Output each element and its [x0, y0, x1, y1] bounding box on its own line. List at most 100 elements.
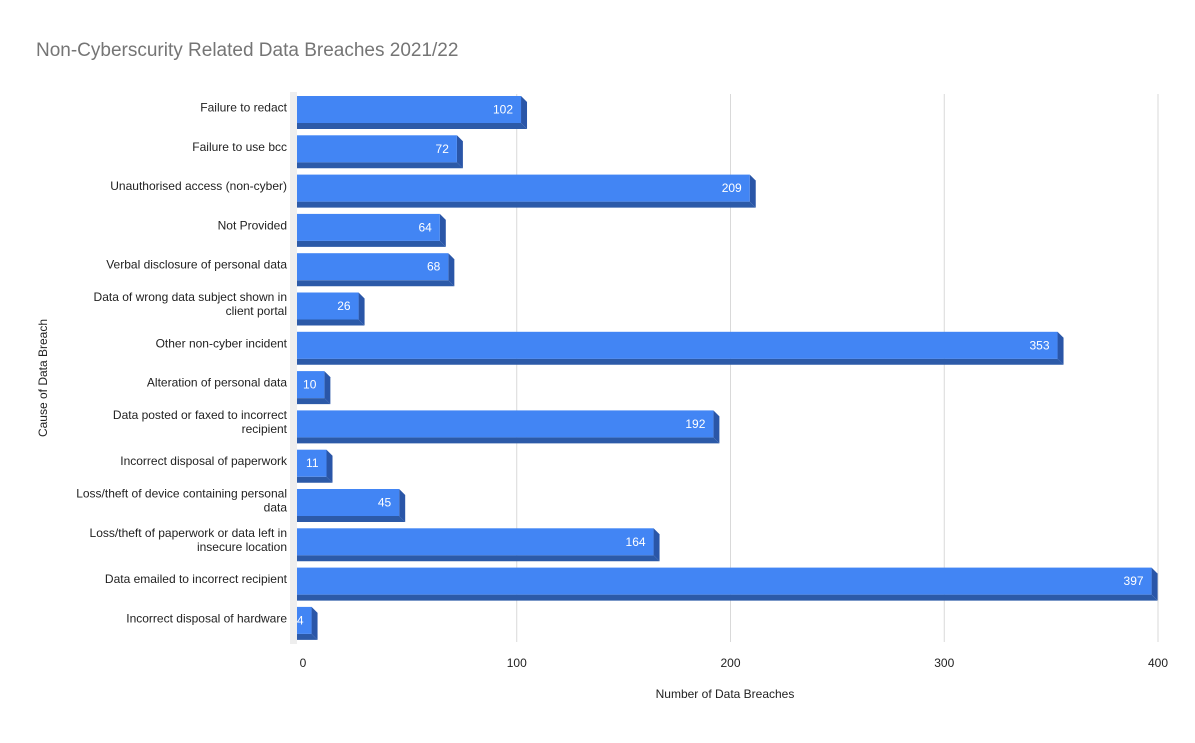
- bar-bottom-face: [297, 555, 660, 562]
- bar-value-label: 26: [337, 299, 351, 313]
- bar-value-label: 4: [297, 613, 304, 627]
- category-label: Loss/theft of paperwork or data left in i…: [90, 526, 287, 554]
- bar-side-face: [311, 606, 318, 640]
- category-label: Data of wrong data subject shown in clien…: [94, 290, 287, 318]
- bar-value-label: 397: [1124, 574, 1144, 588]
- bar-value-label: 45: [378, 496, 392, 510]
- x-tick-label: 400: [1148, 656, 1168, 670]
- bar-value-label: 102: [493, 103, 513, 117]
- bar-side-face: [1151, 567, 1158, 601]
- bar: 4: [297, 606, 318, 640]
- bar: 209: [297, 174, 756, 208]
- y-axis-baseline: [290, 92, 297, 644]
- bar: 11: [297, 449, 333, 483]
- bar: 10: [297, 371, 331, 405]
- bar-value-label: 10: [303, 378, 317, 392]
- bar-side-face: [713, 410, 720, 444]
- bar-value-label: 68: [427, 260, 441, 274]
- bar-side-face: [1057, 331, 1064, 365]
- category-label-line: Loss/theft of paperwork or data left in: [90, 526, 287, 540]
- axis-band: [290, 92, 297, 644]
- bar-front-face: [297, 528, 654, 556]
- category-label: Not Provided: [218, 218, 287, 232]
- bar: 26: [297, 292, 365, 326]
- bar-front-face: [297, 410, 714, 438]
- bar-front-face: [297, 213, 440, 241]
- category-label: Incorrect disposal of hardware: [126, 611, 287, 625]
- category-label: Incorrect disposal of paperwork: [120, 454, 288, 468]
- category-labels: Failure to redact Failure to use bcc Unaut…: [76, 101, 288, 626]
- category-label-line: data: [264, 501, 288, 515]
- bar-bottom-face: [297, 123, 528, 129]
- category-label: Failure to use bcc: [192, 140, 287, 154]
- bar-side-face: [439, 213, 446, 247]
- bar-side-face: [521, 96, 528, 129]
- bar-front-face: [297, 606, 312, 634]
- category-label: Data emailed to incorrect recipient: [105, 572, 288, 586]
- bar: 68: [297, 253, 455, 287]
- bar-bottom-face: [297, 594, 1158, 601]
- bar-bottom-face: [297, 358, 1064, 365]
- category-label-line: Loss/theft of device containing personal: [76, 487, 287, 501]
- bar-front-face: [297, 174, 750, 202]
- bar-front-face: [297, 96, 522, 123]
- x-axis-title: Number of Data Breaches: [656, 687, 795, 701]
- y-axis-title: Cause of Data Breach: [36, 319, 50, 437]
- category-label-line: insecure location: [197, 540, 287, 554]
- bar-front-face: [297, 331, 1058, 359]
- chart-title: Non-Cyberscurity Related Data Breaches 2…: [36, 40, 458, 61]
- bar-value-label: 72: [436, 142, 450, 156]
- bar: 192: [297, 410, 720, 444]
- bar-bottom-face: [297, 476, 333, 483]
- bar-front-face: [297, 292, 359, 320]
- bar: 353: [297, 331, 1064, 365]
- bar: 72: [297, 135, 463, 169]
- category-label: Other non-cyber incident: [156, 336, 288, 350]
- bar-side-face: [358, 292, 365, 326]
- bar: 64: [297, 213, 446, 247]
- bar: 397: [297, 567, 1158, 601]
- category-label: Loss/theft of device containing personal…: [76, 487, 287, 515]
- bar-front-face: [297, 489, 400, 516]
- bar-side-face: [749, 174, 756, 208]
- category-label-line: recipient: [242, 422, 288, 436]
- bar-front-face: [297, 371, 325, 399]
- bar-value-label: 164: [626, 535, 646, 549]
- category-label: Verbal disclosure of personal data: [106, 258, 287, 272]
- bar-value-label: 11: [306, 456, 319, 470]
- bar-side-face: [653, 528, 660, 562]
- bar-front-face: [297, 449, 327, 477]
- category-label-line: Data of wrong data subject shown in: [94, 290, 287, 304]
- bar-side-face: [456, 135, 463, 169]
- bars: 102 72 209 64 68 26 353 10 192 11 45 164 397 4: [297, 96, 1158, 640]
- category-label: Failure to redact: [200, 101, 287, 115]
- bar-front-face: [297, 135, 457, 163]
- x-tick-labels: 0 100 200 300 400: [300, 656, 1169, 670]
- bar-bottom-face: [297, 398, 331, 405]
- bar: 164: [297, 528, 660, 562]
- bar: 45: [297, 489, 406, 522]
- bar-front-face: [297, 253, 449, 281]
- bar-side-face: [326, 449, 333, 483]
- category-label: Unauthorised access (non-cyber): [110, 179, 287, 193]
- bar-bottom-face: [297, 240, 446, 247]
- bar-bottom-face: [297, 201, 756, 208]
- bar-bottom-face: [297, 162, 463, 169]
- bar-value-label: 353: [1030, 338, 1050, 352]
- bar-bottom-face: [297, 633, 318, 640]
- category-label: Alteration of personal data: [147, 376, 287, 390]
- bar: 102: [297, 96, 528, 129]
- category-label: Data posted or faxed to incorrect recipie…: [113, 408, 288, 436]
- bar-bottom-face: [297, 437, 720, 444]
- bar-bottom-face: [297, 319, 365, 326]
- bar-value-label: 192: [685, 417, 705, 431]
- bar-value-label: 64: [418, 220, 432, 234]
- bar-bottom-face: [297, 280, 455, 287]
- bar-value-label: 209: [722, 181, 742, 195]
- x-tick-label: 200: [720, 656, 740, 670]
- category-label-line: Data posted or faxed to incorrect: [113, 408, 288, 422]
- bar-front-face: [297, 567, 1152, 595]
- x-tick-label: 100: [507, 656, 527, 670]
